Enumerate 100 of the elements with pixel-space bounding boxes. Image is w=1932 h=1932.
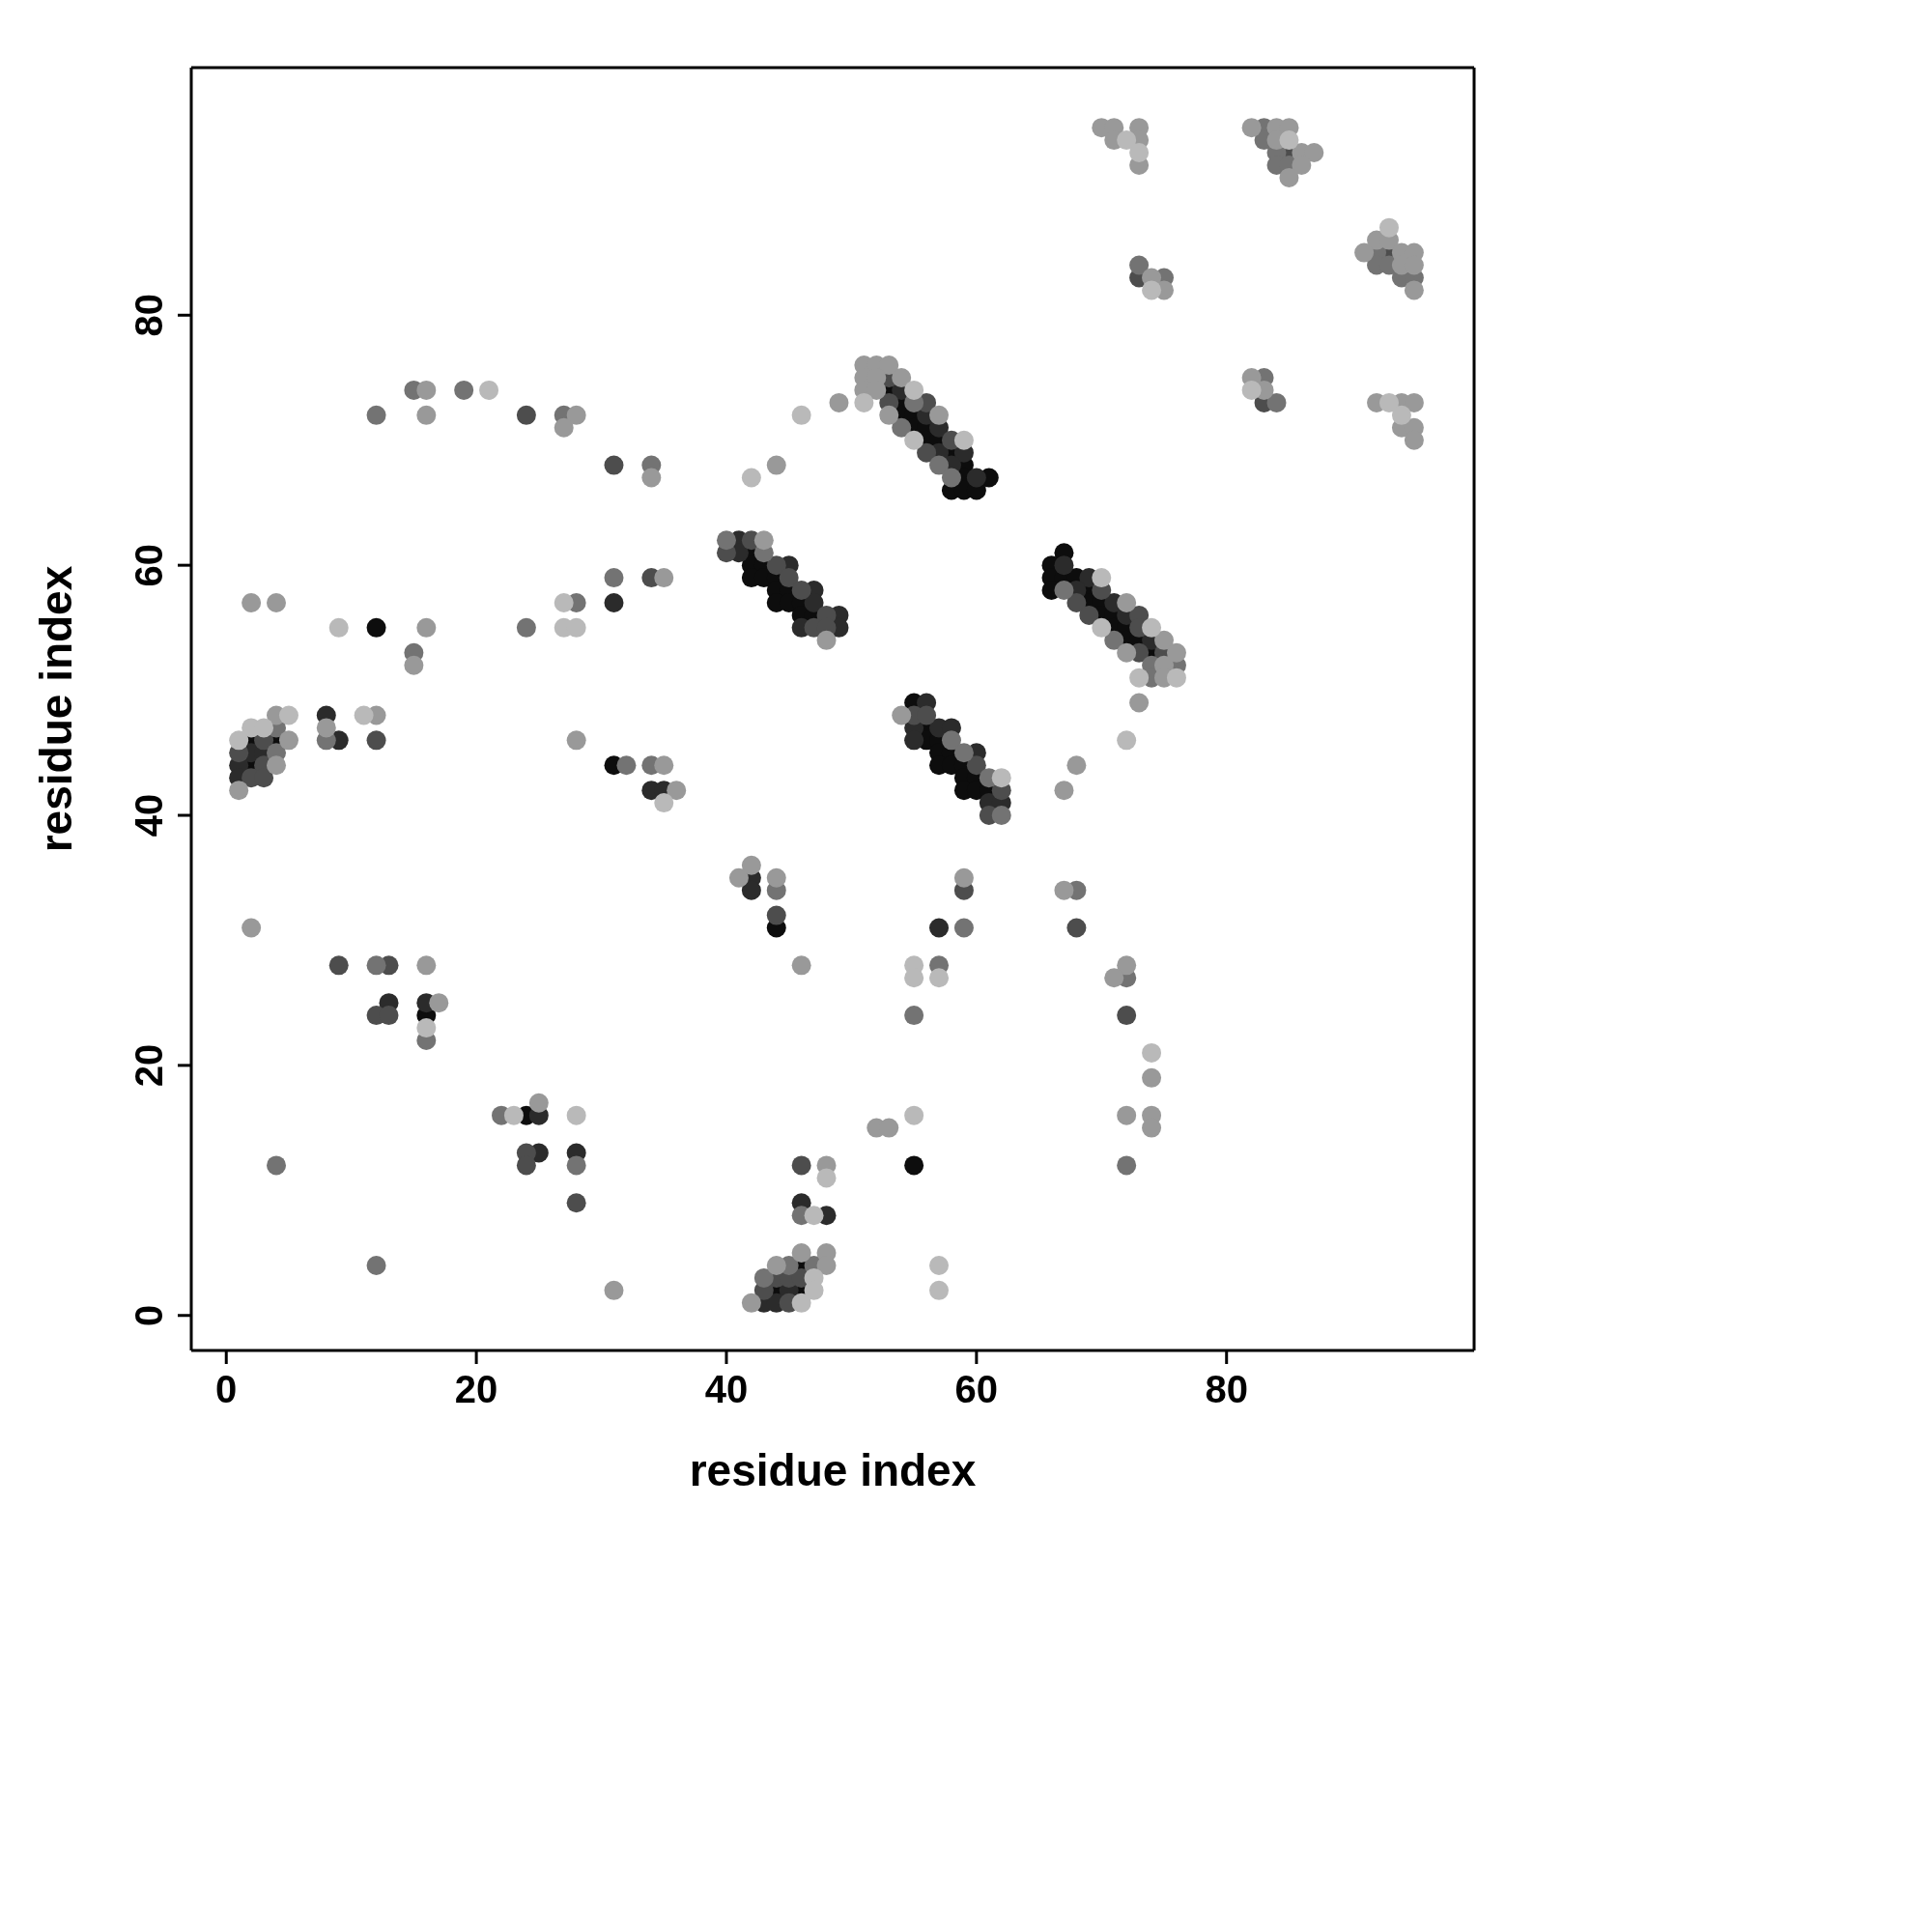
point: [716, 530, 736, 551]
point: [1266, 392, 1287, 412]
x-tick-label: 60: [954, 1368, 999, 1410]
point: [616, 755, 637, 776]
point: [503, 1105, 524, 1125]
point: [904, 380, 924, 400]
point: [1104, 630, 1124, 650]
point: [566, 1193, 586, 1213]
point: [267, 1155, 287, 1176]
y-tick-label: 20: [128, 1043, 170, 1088]
point: [1241, 380, 1262, 400]
point: [604, 592, 624, 612]
point: [804, 1206, 824, 1226]
y-tick-label: 0: [128, 1304, 170, 1326]
point: [1129, 668, 1150, 688]
point: [966, 755, 986, 776]
point: [566, 1155, 586, 1176]
point: [516, 1155, 536, 1176]
point: [791, 581, 811, 601]
point: [254, 718, 274, 738]
y-tick-label: 40: [128, 793, 170, 838]
point: [904, 1006, 924, 1026]
point: [953, 430, 974, 450]
point: [1117, 1006, 1137, 1026]
point: [416, 1018, 437, 1038]
point: [1129, 255, 1150, 275]
y-tick-label: 60: [128, 543, 170, 587]
point: [991, 806, 1011, 826]
point: [929, 1255, 950, 1275]
x-tick-label: 80: [1205, 1368, 1248, 1410]
point: [479, 380, 499, 400]
point: [1378, 217, 1399, 238]
point: [941, 468, 961, 488]
point: [753, 1267, 774, 1288]
point: [1142, 1042, 1162, 1063]
point: [1166, 668, 1186, 688]
point: [366, 405, 386, 425]
point: [1117, 730, 1137, 751]
point: [766, 555, 786, 576]
point: [516, 617, 536, 638]
point: [454, 380, 474, 400]
y-axis-title: residue index: [31, 565, 82, 853]
point: [904, 730, 924, 751]
x-axis-title: residue index: [689, 1445, 977, 1495]
point: [966, 468, 986, 488]
point: [741, 880, 761, 900]
point: [766, 905, 786, 925]
point: [904, 1105, 924, 1125]
point: [366, 955, 386, 976]
point: [816, 1168, 837, 1188]
point: [566, 1105, 586, 1125]
point: [604, 568, 624, 588]
point: [229, 730, 249, 751]
point: [1092, 617, 1112, 638]
point: [328, 617, 349, 638]
point: [354, 705, 374, 725]
point: [1142, 617, 1162, 638]
x-tick-label: 0: [215, 1368, 238, 1410]
point: [953, 918, 974, 938]
point: [1117, 130, 1137, 151]
point: [929, 968, 950, 988]
point: [554, 592, 574, 612]
point: [654, 793, 674, 813]
point: [929, 1280, 950, 1300]
point: [929, 918, 950, 938]
point: [791, 1293, 811, 1313]
point: [741, 468, 761, 488]
point: [1129, 143, 1150, 163]
point: [516, 405, 536, 425]
point: [854, 392, 874, 412]
point: [929, 455, 950, 475]
point: [953, 743, 974, 763]
point: [1066, 918, 1087, 938]
point: [1279, 130, 1299, 151]
point: [991, 768, 1011, 788]
x-tick-label: 40: [704, 1368, 749, 1410]
point: [366, 1255, 386, 1275]
point: [328, 955, 349, 976]
point: [1092, 568, 1112, 588]
point: [892, 417, 912, 438]
x-tick-label: 20: [454, 1368, 498, 1410]
point: [1054, 555, 1074, 576]
y-tick-label: 80: [128, 294, 170, 337]
point: [941, 730, 961, 751]
point: [1079, 605, 1099, 625]
point: [604, 455, 624, 475]
point: [1117, 1155, 1137, 1176]
point: [904, 430, 924, 450]
point: [1391, 405, 1411, 425]
point: [1054, 581, 1074, 601]
point: [904, 968, 924, 988]
point: [917, 442, 937, 463]
point: [791, 1155, 811, 1176]
point: [791, 405, 811, 425]
point: [278, 705, 298, 725]
point: [1378, 392, 1399, 412]
point: [779, 568, 799, 588]
point: [366, 730, 386, 751]
point: [1142, 280, 1162, 300]
point: [1066, 592, 1087, 612]
